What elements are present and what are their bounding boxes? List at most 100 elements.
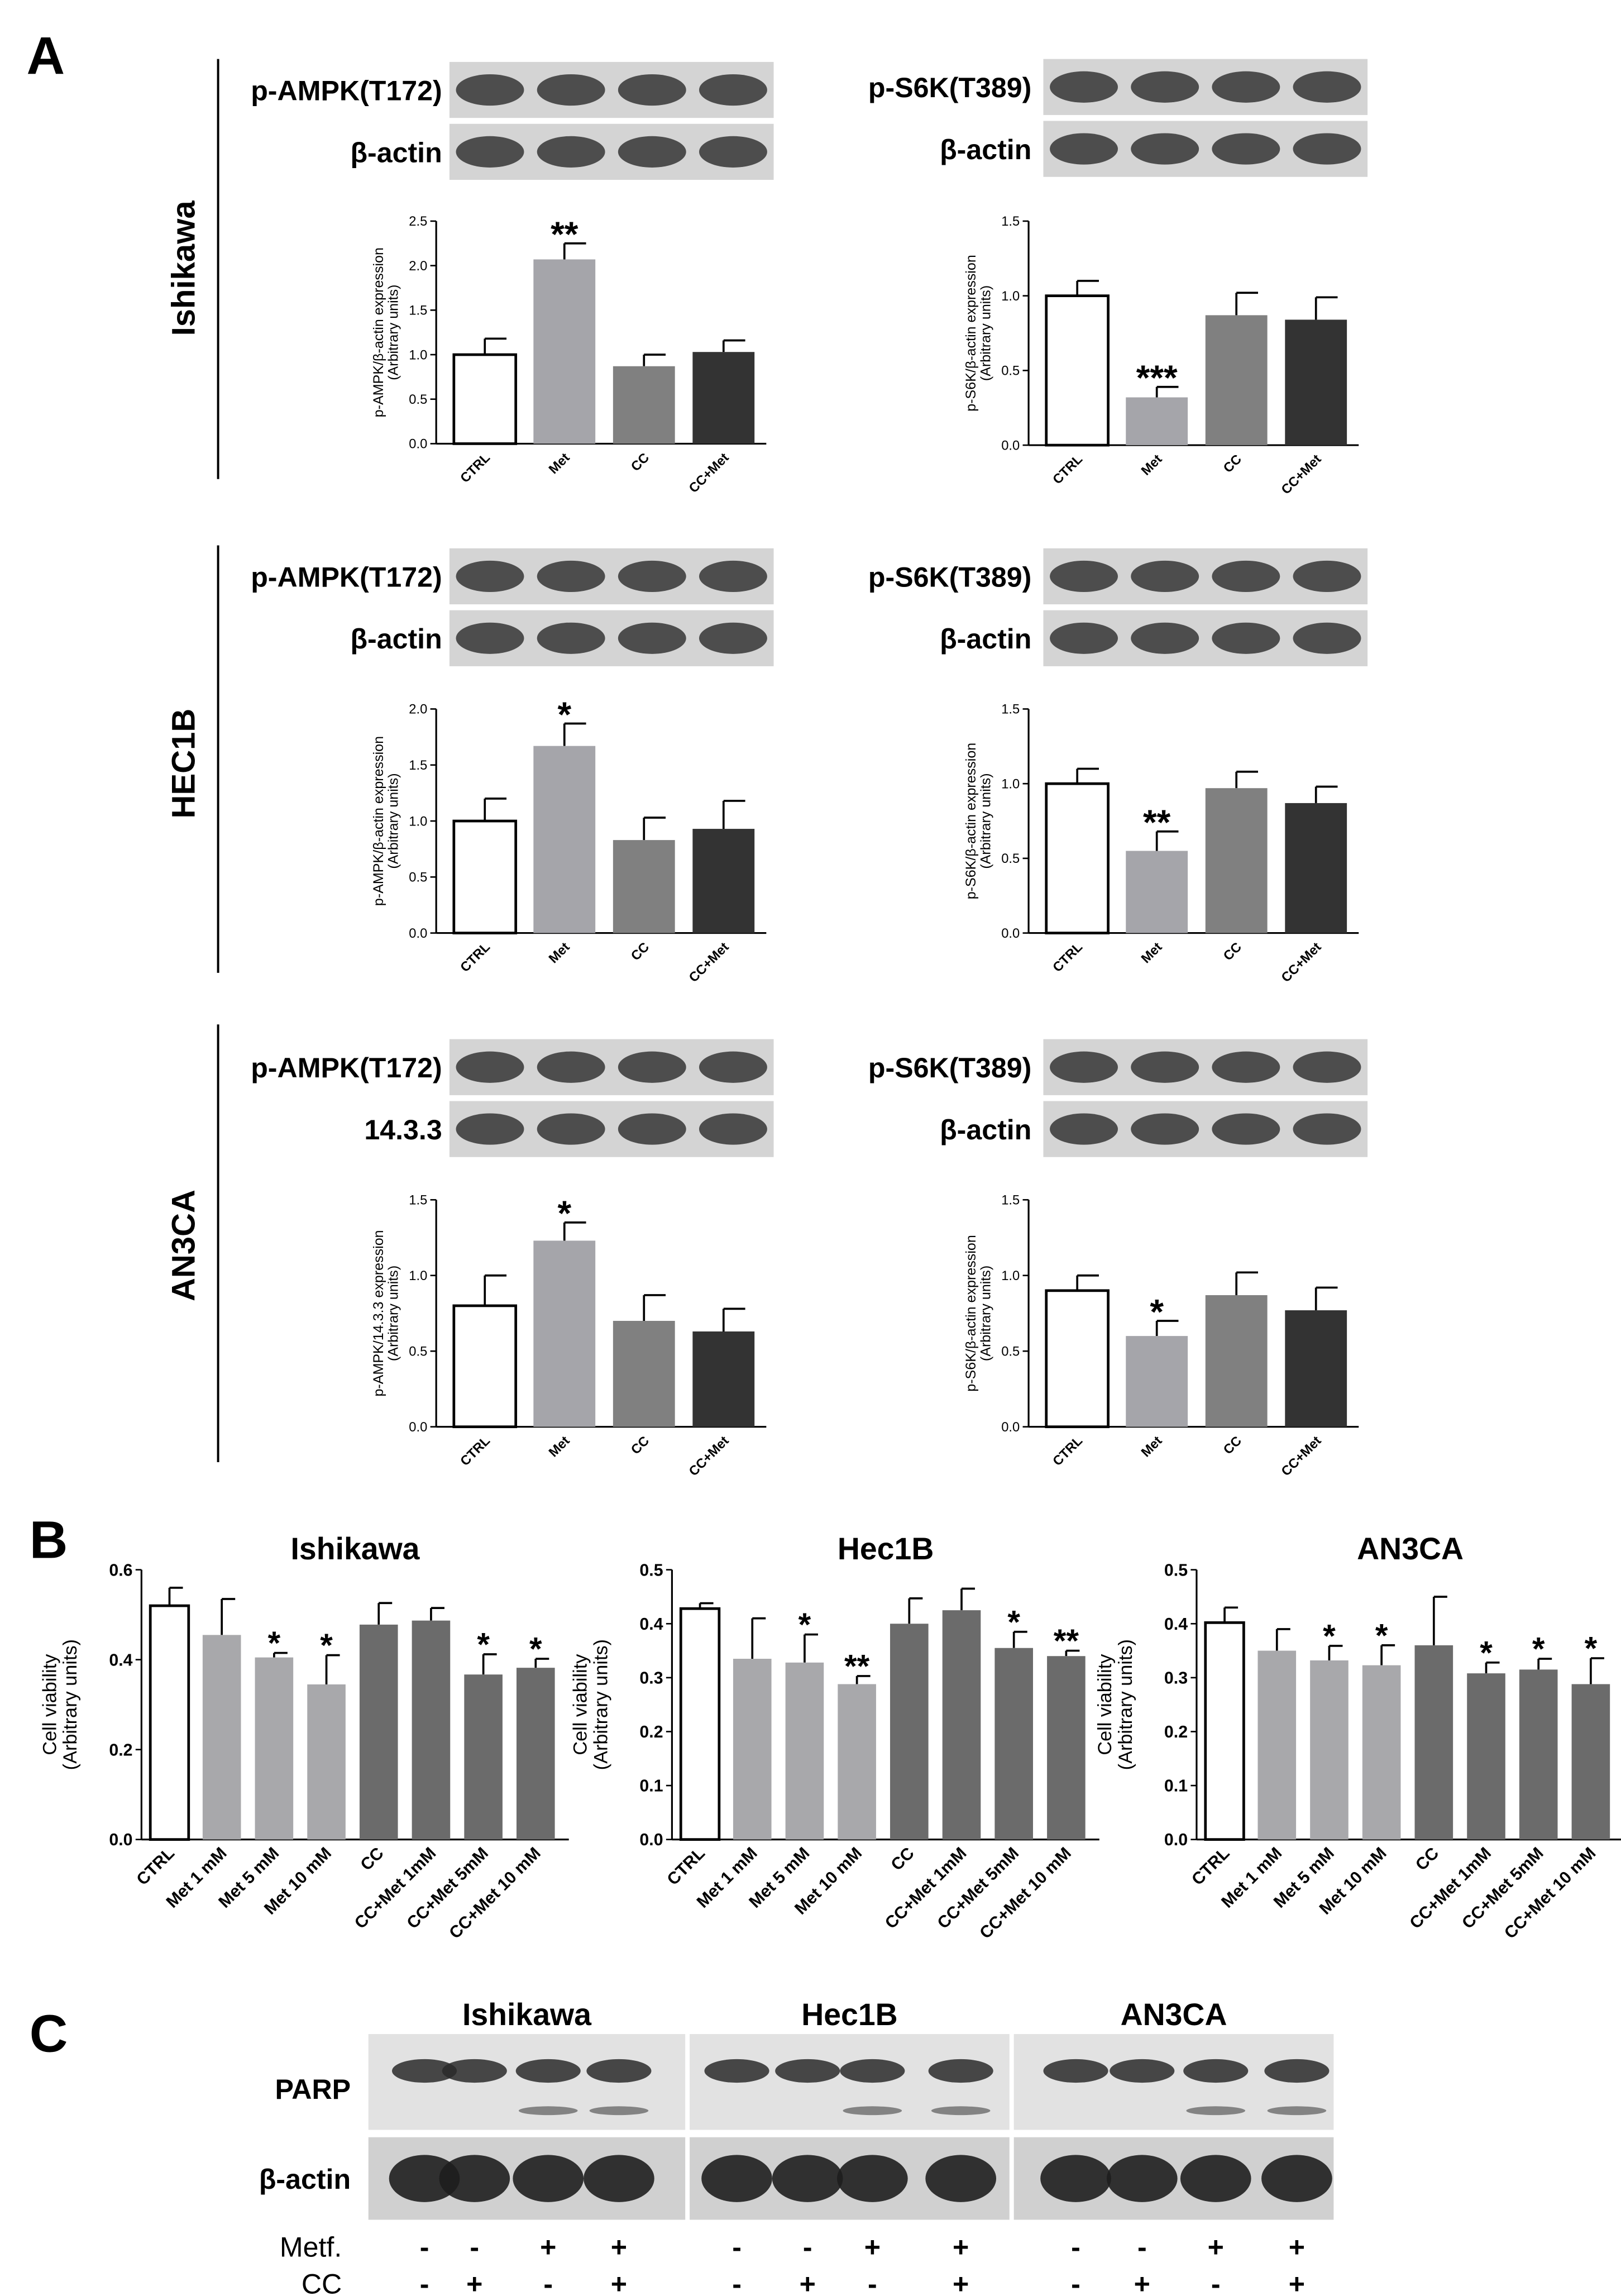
blot-band: [1110, 2059, 1175, 2083]
blot-label: p-AMPK(T172): [251, 75, 442, 107]
blot-band: [515, 2059, 581, 2083]
y-tick-label: 1.5: [1001, 1193, 1020, 1208]
bar: [1045, 782, 1110, 934]
significance-label: *: [1585, 1631, 1598, 1667]
bar: [464, 1674, 503, 1840]
y-axis-label: (Arbitrary units): [1115, 1639, 1136, 1770]
blot-band: [699, 622, 767, 654]
bar: [733, 1659, 772, 1840]
blot-band: [699, 1113, 767, 1145]
y-tick-label: 0.2: [1164, 1723, 1188, 1741]
y-tick-label: 1.5: [409, 303, 427, 318]
y-tick-label: 0.0: [639, 1831, 663, 1849]
blot-band: [699, 1051, 767, 1083]
treatment-sign: +: [540, 2231, 556, 2262]
blot-band: [1050, 1051, 1118, 1083]
blot-band: [1212, 71, 1280, 103]
treatment-sign: +: [1289, 2231, 1305, 2262]
blot-label: p-S6K(T389): [868, 561, 1031, 593]
x-tick-label: Met: [1138, 452, 1165, 479]
blot-band: [618, 136, 686, 168]
row-label: β-actin: [259, 2164, 351, 2195]
blot-band: [618, 1051, 686, 1083]
blot-band: [518, 2106, 578, 2116]
blot-band: [775, 2059, 840, 2083]
blot-band: [1050, 560, 1118, 593]
blot-band: [1293, 133, 1361, 165]
bar: [452, 353, 518, 445]
bar: [202, 1635, 241, 1840]
significance-label: **: [844, 1649, 870, 1685]
blot-band: [1050, 1113, 1118, 1145]
y-axis-label: (Arbitrary units): [60, 1639, 81, 1770]
x-tick-label: CC: [1221, 1433, 1245, 1457]
y-tick-label: 0.0: [109, 1831, 132, 1849]
blot-label: β-actin: [940, 1114, 1031, 1145]
treatment-sign: -: [1211, 2268, 1221, 2296]
x-tick-label: CC+Met 10 mM: [1501, 1844, 1599, 1942]
significance-label: *: [529, 1631, 542, 1668]
y-axis-label: Cell viability: [570, 1654, 591, 1755]
blot-band: [1183, 2059, 1249, 2083]
group-label: Hec1B: [801, 1997, 897, 2032]
bar: [1045, 294, 1110, 447]
significance-label: *: [1480, 1635, 1493, 1671]
bar: [1204, 1621, 1245, 1841]
y-tick-label: 0.3: [1164, 1669, 1188, 1687]
blot-label: p-S6K(T389): [868, 1052, 1031, 1083]
bar: [1047, 1656, 1086, 1840]
blot-band: [699, 560, 767, 593]
treatment-sign: -: [732, 2268, 742, 2296]
y-tick-label: 1.5: [409, 1193, 427, 1208]
blot-band: [537, 1113, 605, 1145]
bar: [1126, 1336, 1188, 1427]
bar: [692, 1331, 755, 1427]
blot-band: [1131, 133, 1199, 165]
bar: [613, 366, 675, 444]
blot-band: [618, 74, 686, 106]
y-tick-label: 0.0: [1001, 438, 1020, 453]
bar: [1126, 851, 1188, 933]
bar: [452, 1304, 518, 1429]
y-tick-label: 2.0: [409, 702, 427, 717]
x-tick-label: CTRL: [133, 1844, 178, 1889]
treatment-sign: +: [466, 2268, 482, 2296]
treatment-sign: -: [420, 2268, 429, 2296]
treatment-sign: -: [732, 2231, 742, 2262]
y-axis-label: p-S6K/β-actin expression: [963, 743, 979, 900]
row-label: PARP: [275, 2074, 351, 2105]
blot-band: [439, 2155, 510, 2202]
y-tick-label: 1.5: [1001, 214, 1020, 229]
treatment-sign: -: [868, 2268, 877, 2296]
blot-band: [456, 74, 524, 106]
bar: [1362, 1665, 1401, 1840]
significance-label: *: [1375, 1618, 1388, 1654]
significance-label: *: [1150, 1292, 1164, 1331]
blot-band: [925, 2155, 997, 2202]
x-tick-label: CTRL: [457, 939, 493, 975]
blot-band: [456, 136, 524, 168]
group-label: Ishikawa: [462, 1997, 592, 2032]
blot-band: [618, 622, 686, 654]
significance-label: *: [477, 1627, 490, 1663]
bar: [1045, 1289, 1110, 1429]
blot-label: 14.3.3: [364, 1114, 442, 1145]
y-tick-label: 0.3: [639, 1669, 663, 1687]
significance-label: *: [1007, 1604, 1020, 1640]
y-axis-label: p-S6K/β-actin expression: [963, 1235, 979, 1392]
treatment-sign: -: [470, 2231, 479, 2262]
y-tick-label: 0.5: [409, 392, 427, 407]
y-tick-label: 0.0: [1001, 1420, 1020, 1435]
x-tick-label: CC: [628, 1433, 652, 1457]
blot-band: [1131, 622, 1199, 654]
x-tick-label: CC+Met: [1278, 452, 1324, 498]
bar: [533, 746, 596, 933]
x-tick-label: Met: [546, 1433, 573, 1460]
bar: [1205, 788, 1268, 933]
significance-label: **: [551, 215, 578, 254]
treatment-sign: +: [1289, 2268, 1305, 2296]
blot-band: [843, 2106, 902, 2116]
bar: [1205, 315, 1268, 446]
y-axis-label: p-AMPK/14.3.3 expression: [371, 1230, 386, 1396]
y-tick-label: 1.5: [1001, 702, 1020, 717]
